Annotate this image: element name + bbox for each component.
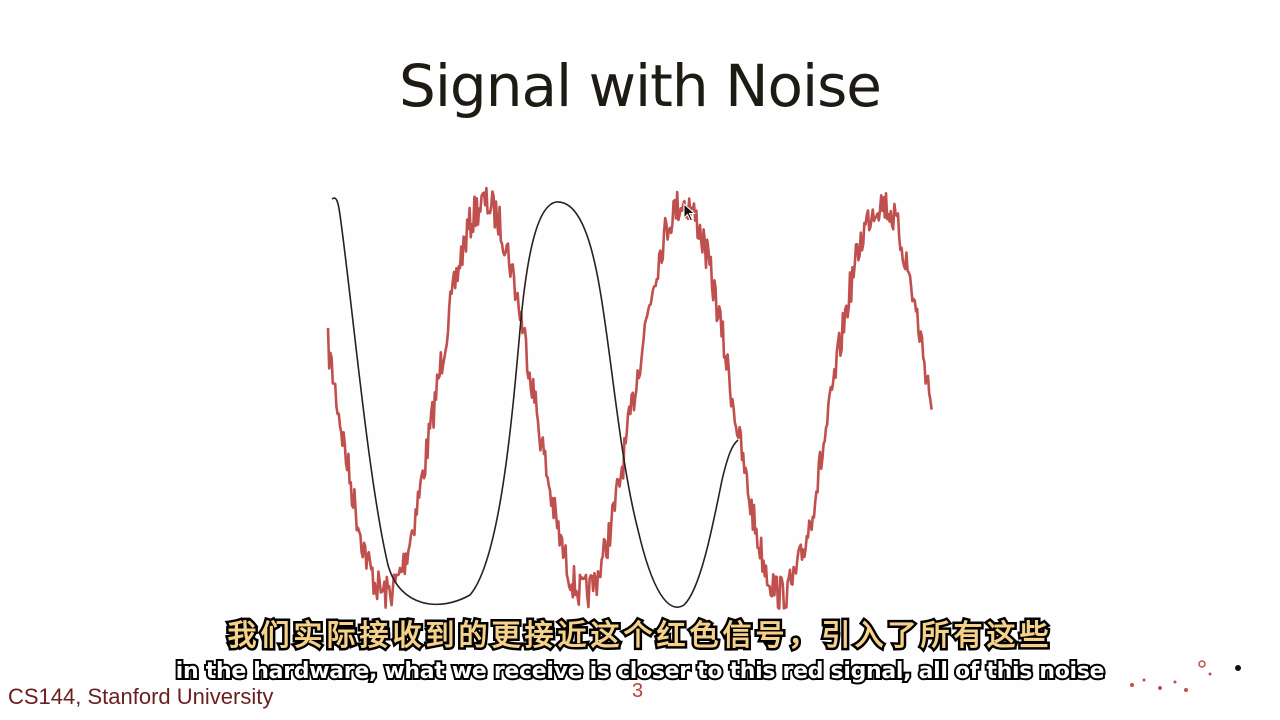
slide-title: Signal with Noise	[399, 52, 882, 120]
subtitle-english: in the hardware, what we receive is clos…	[174, 657, 1107, 686]
subtitle-chinese: 我们实际接收到的更接近这个红色信号，引入了所有这些	[225, 616, 1053, 655]
footer-label: CS144, Stanford University	[8, 684, 274, 709]
page-number: 3	[632, 680, 644, 702]
noisy-signal-line	[326, 186, 933, 610]
mouse-pointer-icon	[683, 203, 696, 222]
hand-drawn-sine-sketch	[331, 197, 739, 608]
scatter-dots-decoration	[1130, 660, 1241, 692]
